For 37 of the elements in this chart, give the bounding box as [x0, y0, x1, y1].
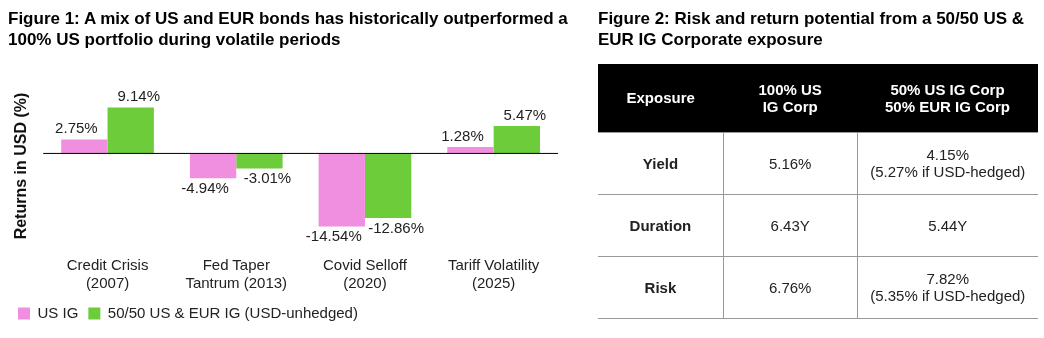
bar: [189, 153, 237, 179]
bar: [493, 125, 540, 154]
x-tick-label: Fed Taper Tantrum (2013): [185, 256, 288, 292]
legend-label: US IG: [37, 303, 79, 321]
text: 5.16%: [723, 132, 858, 194]
data-label: -14.54%: [305, 227, 362, 245]
bar: [107, 107, 154, 154]
bar: [447, 146, 494, 154]
text: Risk: [598, 256, 724, 318]
bar: [236, 153, 283, 169]
x-tick-label: Tariff Volatility (2025): [447, 256, 540, 292]
x-tick-label: Covid Selloff (2020): [322, 256, 408, 292]
data-label: -4.94%: [181, 178, 229, 196]
x-tick-label: Credit Crisis (2007): [66, 256, 149, 292]
bar: [364, 153, 412, 219]
text: 6.43Y: [723, 194, 858, 256]
text: 7.82% (5.35% if USD-hedged): [857, 256, 1038, 318]
text: 5.44Y: [857, 194, 1038, 256]
text: 50% US IG Corp 50% EUR IG Corp: [857, 64, 1038, 132]
text: Figure 2: Risk and return potential from a 50/50 US & EUR IG Corporate exposure: [598, 8, 1026, 50]
text: Yield: [598, 132, 724, 194]
text: 4.15% (5.27% if USD-hedged): [857, 132, 1038, 194]
y-axis-title: Returns in USD (%): [12, 92, 30, 240]
chart-title: Figure 1: A mix of US and EUR bonds has historically outperformed a 100% US portfolio during volatile periods: [8, 8, 568, 50]
data-label: -3.01%: [243, 169, 292, 187]
data-label: 9.14%: [117, 87, 160, 105]
data-label: 1.28%: [441, 126, 484, 144]
data-label: 5.47%: [503, 105, 547, 123]
text: Duration: [598, 194, 724, 256]
legend-label: 50/50 US & EUR IG (USD-unhedged): [107, 303, 358, 321]
bar: [318, 153, 365, 227]
text: 100% US IG Corp: [723, 64, 858, 132]
bar: [61, 139, 108, 154]
data-label: -12.86%: [368, 218, 425, 236]
data-label: 2.75%: [55, 119, 98, 137]
text: Exposure: [598, 64, 724, 132]
text: 6.76%: [723, 256, 858, 318]
